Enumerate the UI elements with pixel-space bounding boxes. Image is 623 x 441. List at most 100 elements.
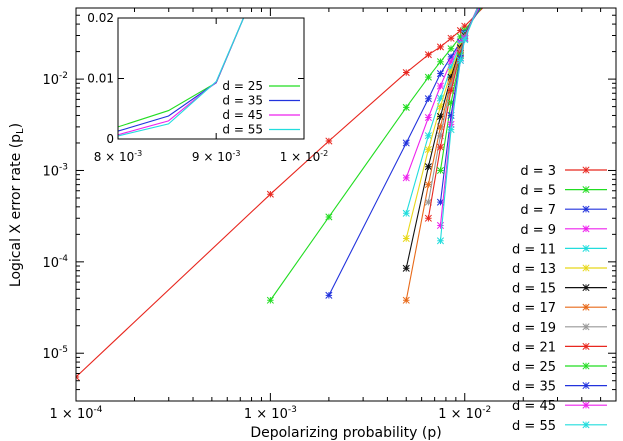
inset-legend-label-1: d = 25 [222, 79, 263, 93]
data-point-2-4 [424, 73, 432, 81]
y-tick-label-3: 10-3 [42, 162, 68, 179]
y-tick-label-1: 10-5 [42, 345, 68, 362]
data-point-3-3 [424, 95, 432, 103]
data-point-2-3 [402, 103, 410, 111]
legend-label-4: d = 9 [520, 223, 556, 238]
data-point-2-6 [447, 45, 455, 53]
legend-marker-12 [582, 382, 590, 390]
legend-label-11: d = 25 [512, 360, 556, 375]
legend-label-14: d = 55 [512, 419, 556, 434]
legend-label-7: d = 15 [512, 282, 556, 297]
y-tick-base: 10 [42, 256, 59, 271]
data-point-8-1 [402, 296, 410, 304]
data-point-3-1 [325, 291, 333, 299]
y-axis-title: Logical X error rate (pL) [8, 123, 26, 287]
inset-x-tick-mantissa: 8 × 10 [94, 150, 135, 164]
data-point-7-1 [402, 264, 410, 272]
legend-marker-3 [582, 205, 590, 213]
inset-x-tick-label-2: 9 × 10-3 [192, 149, 241, 164]
series-line-14 [439, 8, 479, 241]
data-point-12-2 [447, 111, 455, 120]
x-tick-mantissa: 1 × 10 [438, 407, 482, 422]
inset-x-tick-mantissa: 9 × 10 [192, 150, 233, 164]
data-point-10-2 [436, 143, 445, 151]
legend-marker-10 [582, 342, 590, 350]
legend-label-3: d = 7 [520, 203, 556, 218]
y-tick-base: 10 [42, 73, 59, 88]
y-tick-exponent: -4 [59, 254, 68, 264]
data-point-10-1 [424, 214, 432, 222]
data-point-1-7 [447, 34, 455, 42]
inset-panel [118, 18, 304, 139]
x-tick-exponent: -2 [482, 405, 491, 415]
data-point-8-2 [424, 181, 432, 189]
x-axis-title: Depolarizing probability (p) [250, 425, 441, 441]
inset-y-tick-label-3: 0.02 [87, 11, 114, 25]
main-ticks: 1 × 10-4 1 × 10-3 1 × 10-210-510-410-310-2… [42, 7, 617, 422]
legend-marker-14 [582, 421, 590, 429]
data-point-4-2 [424, 113, 432, 122]
data-point-14-4 [461, 36, 469, 44]
legend-label-9: d = 19 [512, 321, 556, 336]
data-point-13-1 [436, 221, 445, 230]
legend-label-2: d = 5 [520, 184, 556, 199]
legend-label-5: d = 11 [512, 242, 556, 257]
inset-legend-label-4: d = 55 [222, 123, 263, 137]
series-line-6 [405, 8, 479, 239]
data-point-1-3 [325, 137, 333, 145]
data-point-2-2 [325, 213, 333, 221]
x-tick-exponent: -4 [94, 405, 103, 415]
data-point-5-2 [424, 132, 432, 140]
legend-marker-7 [582, 284, 590, 292]
legend-label-6: d = 13 [512, 262, 556, 277]
inset-x-tick-label-3: 1 × 10-2 [280, 149, 329, 164]
data-point-11-2 [447, 99, 455, 107]
data-point-7-3 [436, 112, 445, 121]
series-line-5 [405, 8, 479, 214]
data-point-9-3 [447, 81, 455, 90]
inset-y-tick-label-1: 0 [106, 132, 114, 146]
inset-series-group [118, 18, 245, 137]
legend-marker-13 [582, 401, 590, 409]
data-point-6-4 [447, 68, 455, 76]
inset-x-tick-exponent: -3 [134, 149, 142, 158]
data-point-4-3 [436, 82, 445, 90]
data-point-7-4 [447, 73, 455, 81]
data-point-5-3 [436, 94, 445, 102]
data-point-4-1 [402, 174, 410, 182]
inset-legend-label-3: d = 45 [222, 108, 263, 122]
data-point-9-1 [424, 198, 432, 206]
data-point-2-5 [436, 58, 445, 66]
legend-marker-5 [582, 244, 590, 252]
data-point-2-1 [266, 296, 274, 304]
main-plot-frame [75, 7, 617, 402]
y-tick-label-4: 10-2 [42, 71, 68, 88]
legend-marker-11 [582, 362, 590, 370]
y-axis-title-suffix: ) [8, 123, 24, 128]
data-point-5-1 [402, 209, 410, 217]
x-tick-exponent: -3 [288, 405, 297, 415]
data-point-4-4 [447, 58, 455, 66]
y-tick-exponent: -3 [59, 162, 68, 172]
main-legend: d = 3 d = 5 d = 7 d = 9 d = 11 d = 13 d = 15 d … [512, 164, 607, 434]
inset-background [118, 18, 304, 139]
legend-marker-2 [582, 186, 590, 194]
x-tick-label-1: 1 × 10-4 [50, 405, 103, 422]
legend-label-10: d = 21 [512, 340, 556, 355]
y-axis-title-main: Logical X error rate (p [8, 134, 24, 287]
data-point-6-1 [402, 234, 410, 243]
inset-legend-label-2: d = 35 [222, 94, 263, 108]
data-point-5-4 [447, 63, 455, 71]
legend-marker-1 [582, 166, 590, 174]
inset-legend: d = 25d = 35d = 45d = 55 [222, 79, 300, 137]
data-point-1-8 [456, 26, 464, 35]
inset-ticks: 8 × 10-3 9 × 10-3 1 × 10-200.010.02 [87, 11, 328, 164]
data-point-6-3 [436, 103, 445, 111]
data-point-13-2 [447, 120, 455, 128]
data-point-1-5 [424, 51, 432, 59]
data-point-2-7 [456, 33, 464, 41]
data-point-3-5 [447, 53, 455, 61]
legend-marker-9 [582, 323, 590, 331]
